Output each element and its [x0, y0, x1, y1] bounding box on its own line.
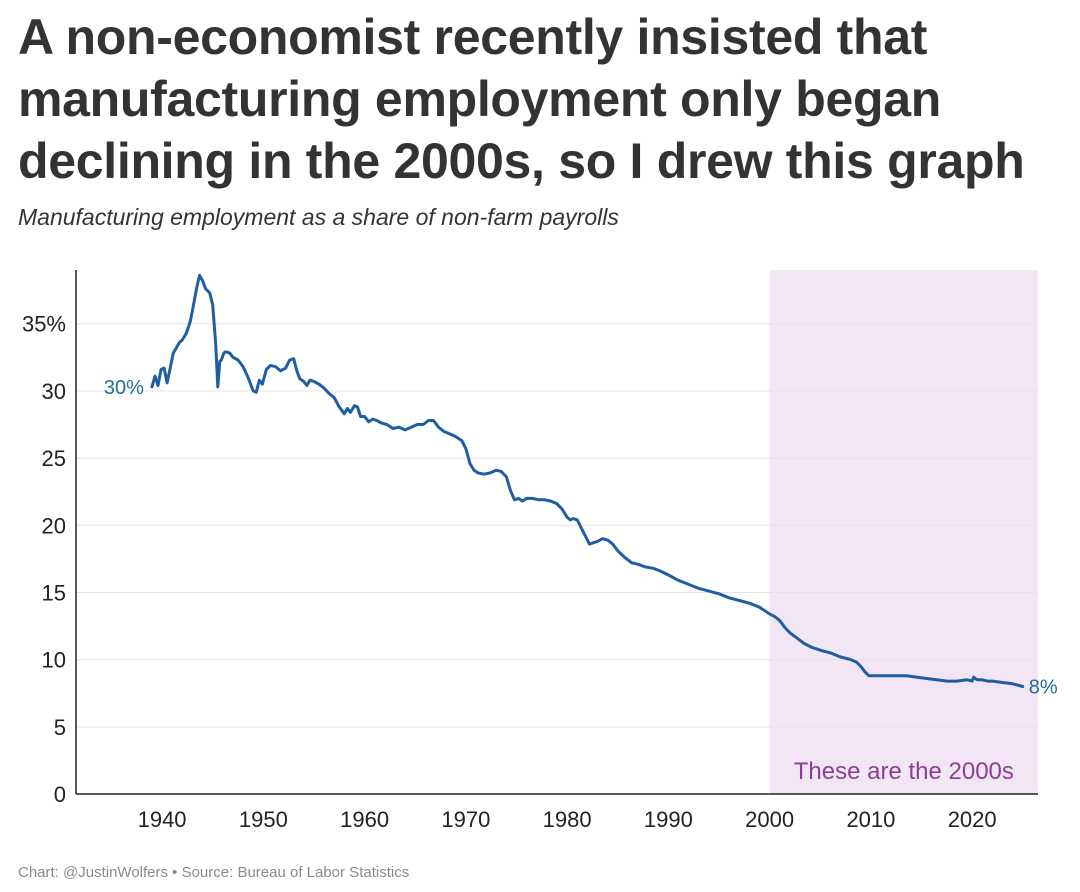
series-line-manufacturing-share — [150, 273, 1025, 688]
x-tick-label: 2010 — [846, 807, 895, 832]
y-tick-label: 20 — [42, 513, 66, 538]
y-tick-label: 35% — [22, 312, 66, 337]
highlight-label: These are the 2000s — [794, 758, 1014, 785]
source-footer: Chart: @JustinWolfers • Source: Bureau o… — [18, 864, 410, 881]
y-tick-label: 5 — [54, 715, 66, 740]
gridlines — [76, 323, 1038, 728]
chart-subtitle: Manufacturing employment as a share of n… — [18, 204, 619, 230]
y-tick-label: 30 — [42, 379, 66, 404]
end-value-label: 8% — [1029, 677, 1058, 699]
x-tick-label: 1950 — [239, 807, 288, 832]
x-axis-ticks: 1940 1950 1960 1970 1980 1990 2000 2010 2020 — [138, 807, 997, 832]
x-tick-label: 1960 — [340, 807, 389, 832]
highlight-2000s-band — [769, 270, 1038, 794]
x-tick-label: 1940 — [138, 807, 187, 832]
y-tick-label: 10 — [42, 648, 66, 673]
x-tick-label: 2000 — [745, 807, 794, 832]
x-tick-label: 1980 — [543, 807, 592, 832]
x-tick-label: 1990 — [644, 807, 693, 832]
x-tick-label: 1970 — [441, 807, 490, 832]
y-tick-label: 0 — [54, 782, 66, 807]
chart-title: A non-economist recently insisted that m… — [18, 9, 1025, 189]
y-axis-ticks: 0 5 10 15 20 25 30 35% — [22, 312, 66, 807]
y-tick-label: 25 — [42, 446, 66, 471]
y-tick-label: 15 — [42, 580, 66, 605]
start-value-label: 30% — [104, 377, 144, 399]
x-tick-label: 2020 — [948, 807, 997, 832]
